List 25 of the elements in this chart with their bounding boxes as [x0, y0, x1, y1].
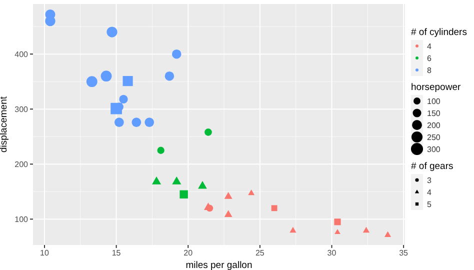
y-tick-label: 400	[14, 50, 29, 59]
text: 3	[427, 176, 432, 184]
y-tick-label: 100	[14, 214, 29, 224]
x-tick-label: 15	[112, 248, 122, 258]
x-tick-label: 30	[327, 248, 337, 258]
x-tick-label: 25	[255, 248, 265, 258]
legend-label: 4	[427, 42, 432, 50]
legend-label: 6	[427, 54, 432, 62]
y-tick-label: 300	[14, 104, 29, 114]
legend-label: 300	[427, 144, 440, 154]
text: # of gears	[411, 161, 454, 172]
text: 5	[427, 200, 432, 208]
x-tick-label: 20	[184, 248, 194, 258]
legend-label: 200	[427, 120, 440, 130]
text: horsepower	[411, 82, 462, 93]
legend-label: 8	[427, 66, 432, 74]
y-tick-label: 200	[14, 160, 29, 169]
x-axis-title: miles per gallon	[186, 260, 252, 270]
x-tick-label: 35	[399, 248, 409, 258]
x-tick-label: 10	[40, 248, 50, 258]
legend-label: 100	[427, 96, 440, 106]
text: 4	[427, 188, 432, 196]
legend-label: 250	[427, 132, 440, 142]
legend-title: # of cylinders	[411, 27, 468, 38]
legend-label: 150	[427, 108, 440, 118]
